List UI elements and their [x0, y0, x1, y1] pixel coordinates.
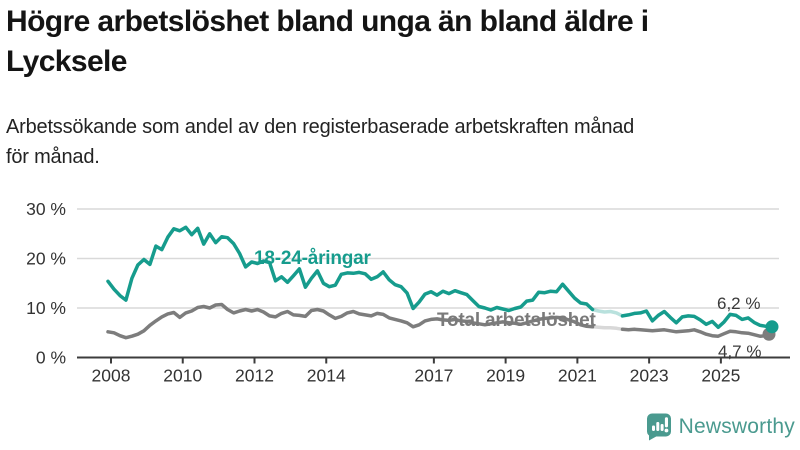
x-tick-label: 2017 — [414, 366, 453, 386]
x-tick-label: 2008 — [92, 366, 131, 386]
y-tick-label: 30 % — [26, 199, 66, 219]
y-tick-label: 10 % — [26, 298, 66, 318]
newsworthy-logo: Newsworthy — [646, 413, 795, 441]
x-tick-label: 2021 — [558, 366, 597, 386]
x-tick-label: 2023 — [630, 366, 669, 386]
series-total-line — [590, 325, 625, 332]
series-youth-line — [590, 307, 625, 318]
brand-name: Newsworthy — [678, 415, 795, 438]
bar-chart-speech-bubble-icon — [646, 413, 671, 441]
x-tick-label: 2014 — [307, 366, 346, 386]
x-tick-label: 2010 — [163, 366, 202, 386]
y-tick-label: 20 % — [26, 249, 66, 269]
page-title: Högre arbetslöshet bland unga än bland ä… — [6, 5, 649, 78]
series-total-line — [620, 327, 774, 338]
series-youth-end-dot — [765, 320, 779, 334]
x-tick-label: 2025 — [701, 366, 740, 386]
series-total-line — [106, 302, 595, 340]
y-tick-label: 0 % — [36, 348, 66, 368]
series-youth-line — [620, 309, 774, 330]
line-chart: 2008 2010 2012 2014 2017 2019 2021 2023 2025 30 %… — [26, 199, 790, 386]
x-tick-label: 2012 — [235, 366, 274, 386]
x-tick-label: 2019 — [486, 366, 525, 386]
chart-subtitle: Arbetssökande som andel av den registerb… — [6, 116, 635, 168]
series-youth-line — [106, 225, 595, 313]
